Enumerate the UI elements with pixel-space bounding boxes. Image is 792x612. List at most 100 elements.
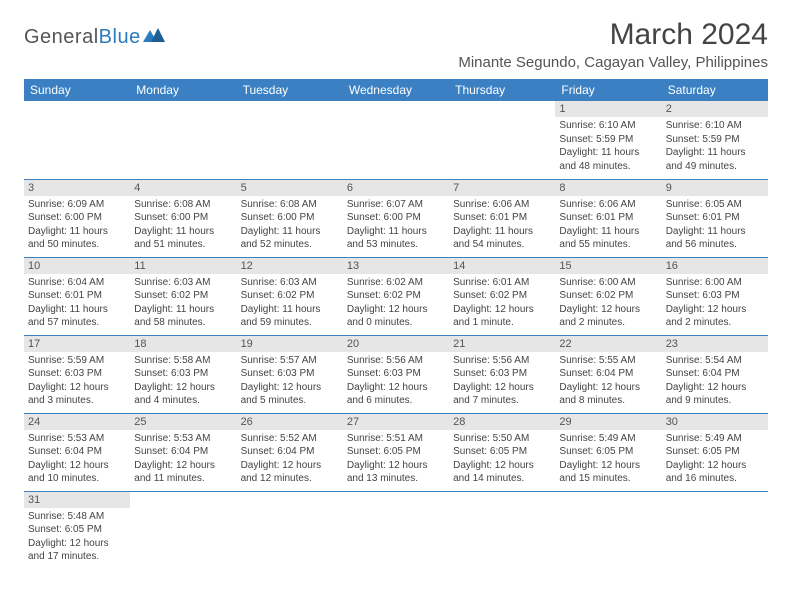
logo-text: GeneralBlue	[24, 26, 141, 49]
day-line: Daylight: 11 hours	[241, 303, 339, 317]
day-line: and 15 minutes.	[559, 472, 657, 486]
day-line: Sunrise: 6:06 AM	[453, 198, 551, 212]
day-line: Sunset: 6:02 PM	[241, 289, 339, 303]
calendar-cell	[237, 491, 343, 569]
day-line: Daylight: 12 hours	[28, 459, 126, 473]
day-number: 31	[24, 492, 130, 508]
day-line: Sunset: 6:02 PM	[453, 289, 551, 303]
day-line: Sunrise: 5:48 AM	[28, 510, 126, 524]
day-line: Sunrise: 6:08 AM	[134, 198, 232, 212]
day-line: Sunset: 6:02 PM	[559, 289, 657, 303]
calendar-cell: 28Sunrise: 5:50 AMSunset: 6:05 PMDayligh…	[449, 413, 555, 491]
day-content: Sunrise: 6:00 AMSunset: 6:03 PMDaylight:…	[662, 274, 768, 332]
day-number: 9	[662, 180, 768, 196]
calendar-cell: 2Sunrise: 6:10 AMSunset: 5:59 PMDaylight…	[662, 101, 768, 179]
day-content: Sunrise: 5:56 AMSunset: 6:03 PMDaylight:…	[449, 352, 555, 410]
day-line: Daylight: 11 hours	[666, 146, 764, 160]
day-line: Sunset: 6:00 PM	[28, 211, 126, 225]
day-number: 15	[555, 258, 661, 274]
day-line: Daylight: 12 hours	[28, 381, 126, 395]
calendar-cell	[449, 101, 555, 179]
calendar-cell: 8Sunrise: 6:06 AMSunset: 6:01 PMDaylight…	[555, 179, 661, 257]
day-number: 24	[24, 414, 130, 430]
day-line: Sunrise: 5:52 AM	[241, 432, 339, 446]
day-line: Daylight: 11 hours	[28, 303, 126, 317]
day-content: Sunrise: 5:49 AMSunset: 6:05 PMDaylight:…	[555, 430, 661, 488]
calendar-cell	[130, 491, 236, 569]
day-content: Sunrise: 6:06 AMSunset: 6:01 PMDaylight:…	[449, 196, 555, 254]
calendar-row: 3Sunrise: 6:09 AMSunset: 6:00 PMDaylight…	[24, 179, 768, 257]
day-content: Sunrise: 6:10 AMSunset: 5:59 PMDaylight:…	[555, 117, 661, 175]
day-content: Sunrise: 6:10 AMSunset: 5:59 PMDaylight:…	[662, 117, 768, 175]
day-header: Sunday	[24, 79, 130, 101]
day-line: Daylight: 11 hours	[134, 303, 232, 317]
day-line: and 7 minutes.	[453, 394, 551, 408]
day-line: Sunset: 5:59 PM	[666, 133, 764, 147]
day-content: Sunrise: 5:51 AMSunset: 6:05 PMDaylight:…	[343, 430, 449, 488]
day-line: Sunset: 6:05 PM	[347, 445, 445, 459]
calendar-cell	[237, 101, 343, 179]
day-line: Sunrise: 6:10 AM	[559, 119, 657, 133]
page-subtitle: Minante Segundo, Cagayan Valley, Philipp…	[458, 54, 768, 71]
calendar-cell: 20Sunrise: 5:56 AMSunset: 6:03 PMDayligh…	[343, 335, 449, 413]
day-line: Daylight: 12 hours	[666, 381, 764, 395]
page-title: March 2024	[458, 18, 768, 52]
day-number: 23	[662, 336, 768, 352]
calendar-cell: 5Sunrise: 6:08 AMSunset: 6:00 PMDaylight…	[237, 179, 343, 257]
day-header: Tuesday	[237, 79, 343, 101]
day-number: 25	[130, 414, 236, 430]
day-line: and 10 minutes.	[28, 472, 126, 486]
calendar-cell: 30Sunrise: 5:49 AMSunset: 6:05 PMDayligh…	[662, 413, 768, 491]
calendar-cell	[662, 491, 768, 569]
header: GeneralBlue March 2024 Minante Segundo, …	[24, 18, 768, 71]
day-line: Sunrise: 5:57 AM	[241, 354, 339, 368]
day-header: Saturday	[662, 79, 768, 101]
day-line: Sunrise: 6:07 AM	[347, 198, 445, 212]
day-line: Sunrise: 5:49 AM	[559, 432, 657, 446]
day-line: and 48 minutes.	[559, 160, 657, 174]
day-content: Sunrise: 6:03 AMSunset: 6:02 PMDaylight:…	[130, 274, 236, 332]
day-line: Daylight: 11 hours	[559, 146, 657, 160]
day-content: Sunrise: 5:49 AMSunset: 6:05 PMDaylight:…	[662, 430, 768, 488]
day-number: 21	[449, 336, 555, 352]
calendar-cell: 23Sunrise: 5:54 AMSunset: 6:04 PMDayligh…	[662, 335, 768, 413]
day-line: Sunrise: 6:03 AM	[134, 276, 232, 290]
day-number: 8	[555, 180, 661, 196]
day-line: Sunrise: 5:49 AM	[666, 432, 764, 446]
day-line: Sunrise: 6:10 AM	[666, 119, 764, 133]
day-number: 1	[555, 101, 661, 117]
day-line: Sunrise: 5:54 AM	[666, 354, 764, 368]
day-line: and 9 minutes.	[666, 394, 764, 408]
day-number: 6	[343, 180, 449, 196]
day-line: Sunset: 6:04 PM	[241, 445, 339, 459]
day-line: Sunset: 6:05 PM	[559, 445, 657, 459]
day-number: 2	[662, 101, 768, 117]
day-line: Sunset: 6:03 PM	[134, 367, 232, 381]
day-line: and 5 minutes.	[241, 394, 339, 408]
day-number: 27	[343, 414, 449, 430]
day-line: Sunset: 5:59 PM	[559, 133, 657, 147]
calendar-cell: 14Sunrise: 6:01 AMSunset: 6:02 PMDayligh…	[449, 257, 555, 335]
day-content: Sunrise: 5:48 AMSunset: 6:05 PMDaylight:…	[24, 508, 130, 566]
day-header: Friday	[555, 79, 661, 101]
day-line: Daylight: 11 hours	[28, 225, 126, 239]
day-line: Daylight: 12 hours	[453, 303, 551, 317]
day-number: 13	[343, 258, 449, 274]
day-number: 22	[555, 336, 661, 352]
day-header: Wednesday	[343, 79, 449, 101]
day-line: and 52 minutes.	[241, 238, 339, 252]
day-line: and 59 minutes.	[241, 316, 339, 330]
day-header: Monday	[130, 79, 236, 101]
day-line: Sunset: 6:02 PM	[134, 289, 232, 303]
day-line: Sunrise: 6:02 AM	[347, 276, 445, 290]
day-line: and 13 minutes.	[347, 472, 445, 486]
calendar-cell: 31Sunrise: 5:48 AMSunset: 6:05 PMDayligh…	[24, 491, 130, 569]
day-line: and 1 minute.	[453, 316, 551, 330]
logo-text-gray: General	[24, 26, 99, 48]
day-line: Sunrise: 5:51 AM	[347, 432, 445, 446]
day-line: and 58 minutes.	[134, 316, 232, 330]
day-number: 28	[449, 414, 555, 430]
day-number: 12	[237, 258, 343, 274]
day-content: Sunrise: 5:50 AMSunset: 6:05 PMDaylight:…	[449, 430, 555, 488]
calendar-row: 24Sunrise: 5:53 AMSunset: 6:04 PMDayligh…	[24, 413, 768, 491]
